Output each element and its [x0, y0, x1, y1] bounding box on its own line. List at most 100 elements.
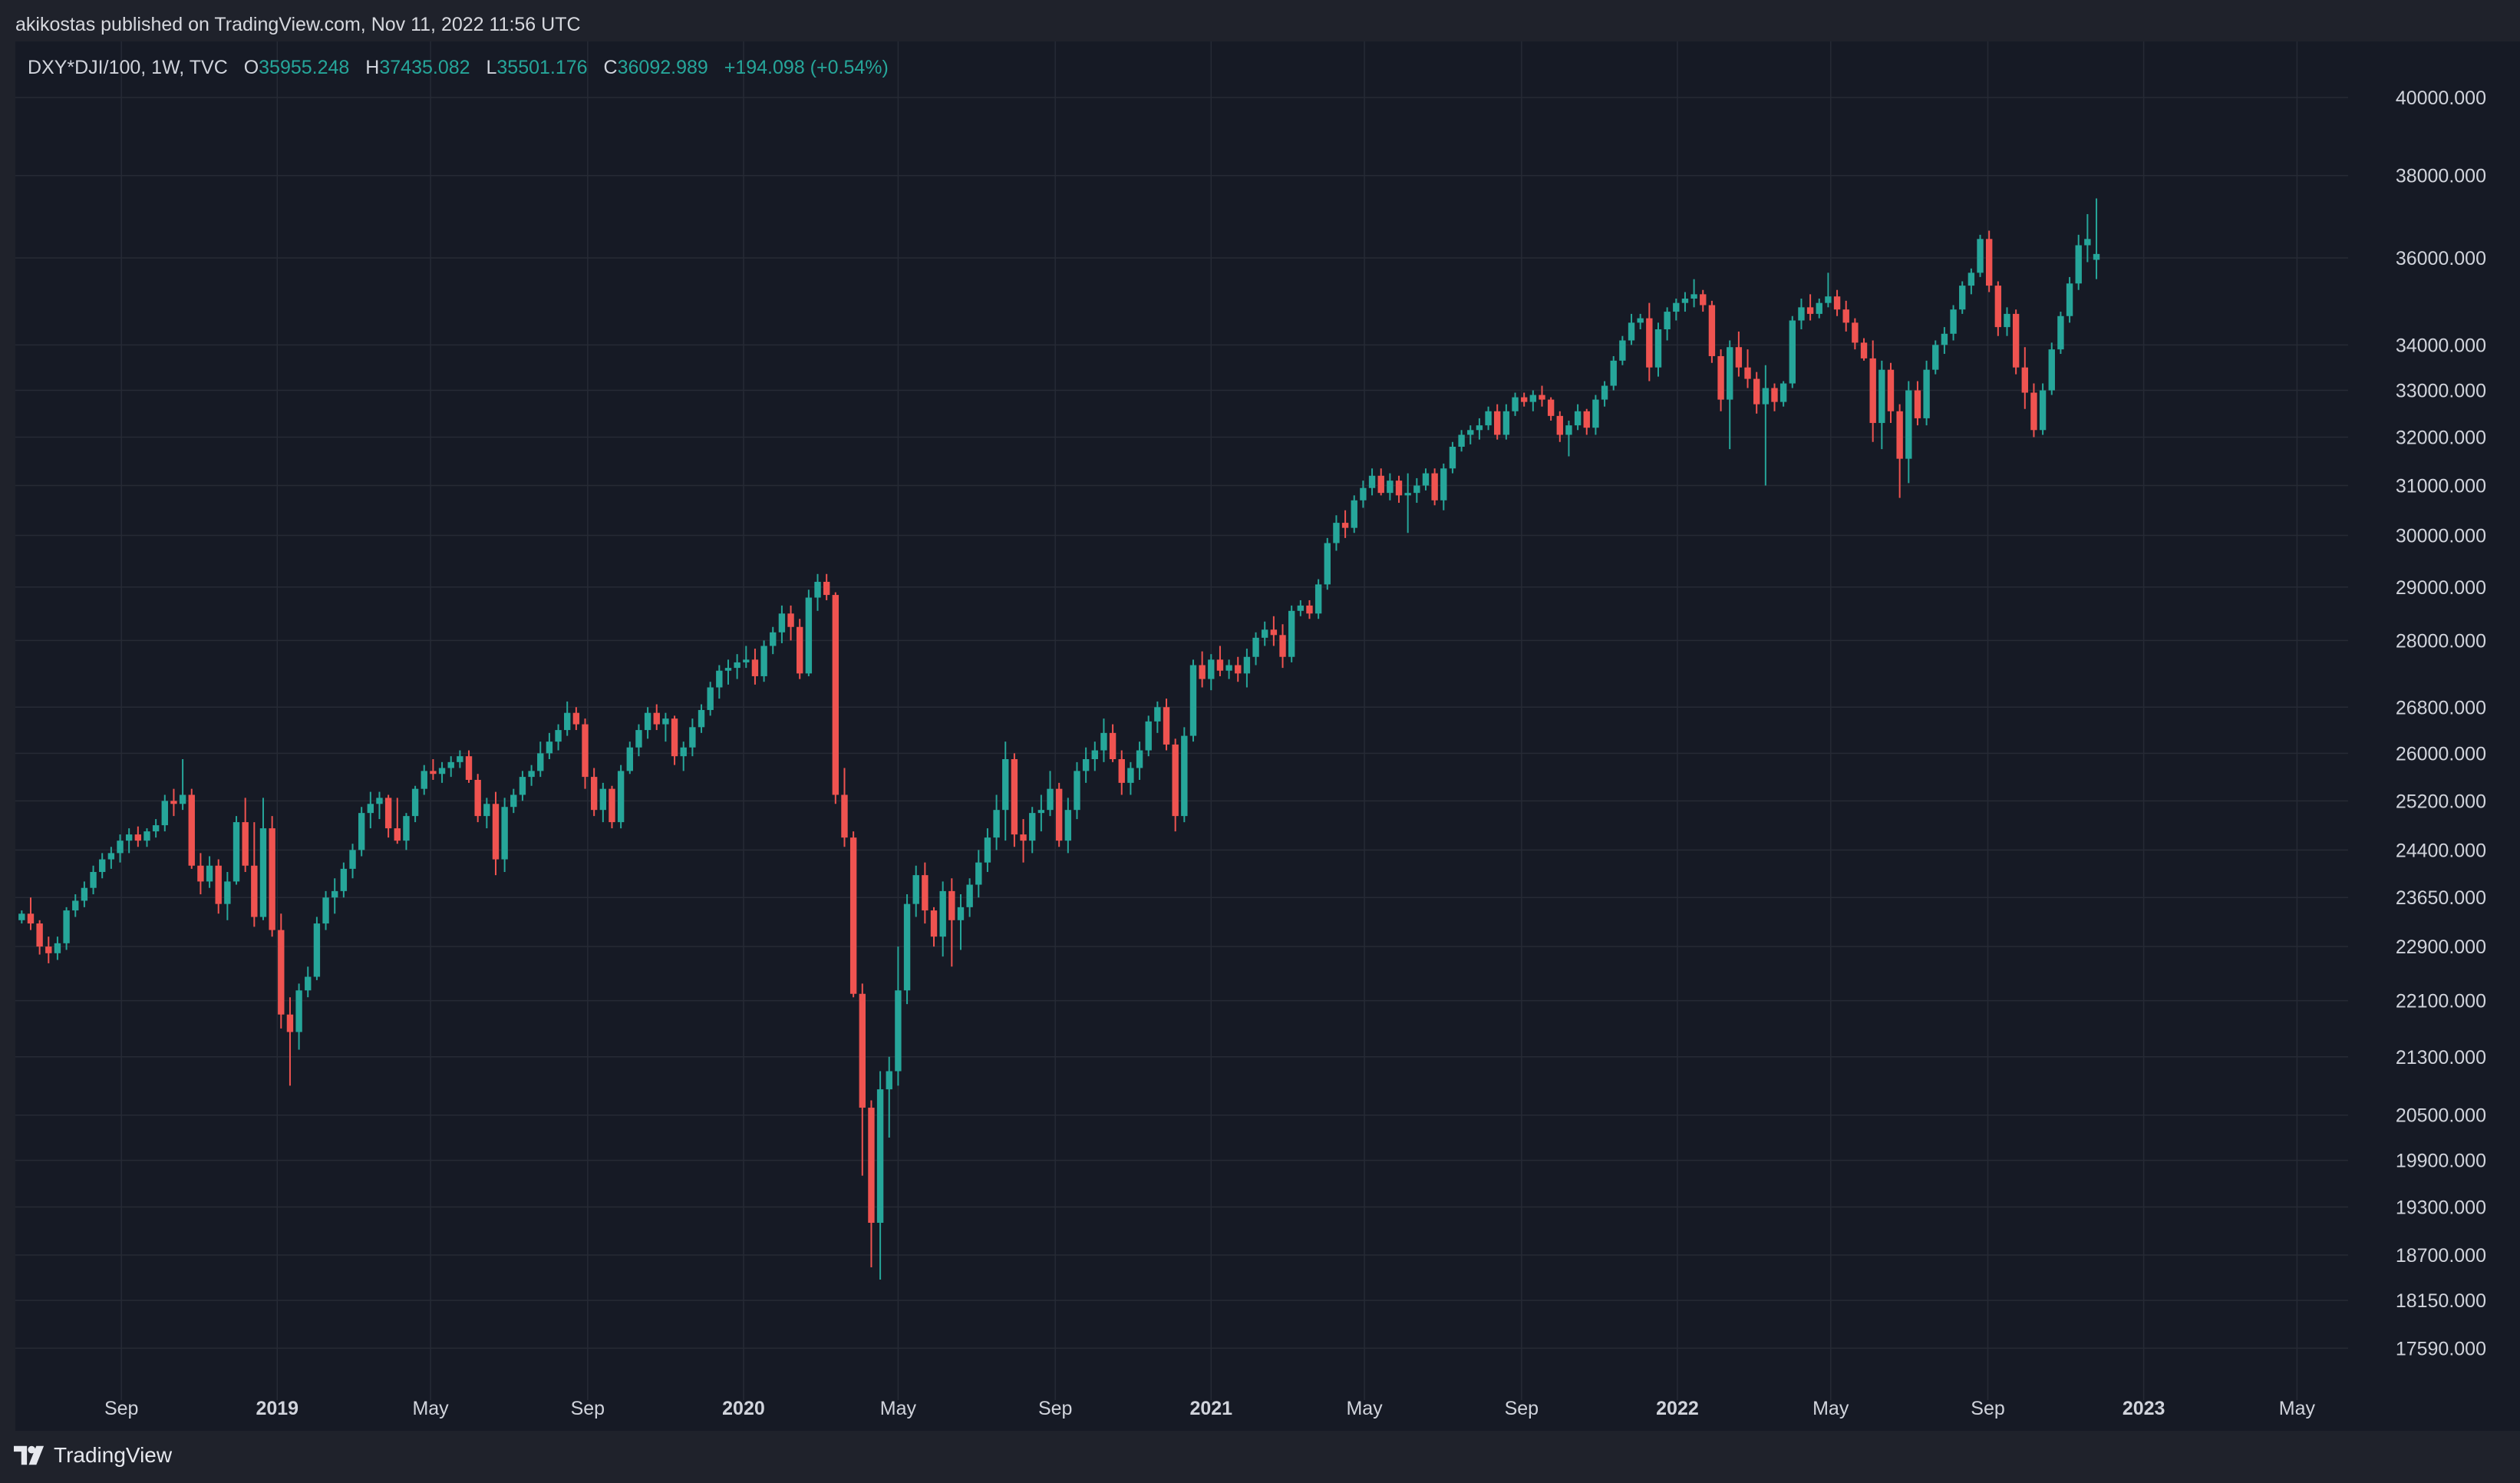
- candle[interactable]: [1324, 537, 1331, 590]
- candle[interactable]: [1539, 385, 1545, 407]
- candle[interactable]: [1333, 515, 1340, 551]
- candle[interactable]: [125, 828, 133, 854]
- candle[interactable]: [90, 865, 97, 895]
- candle[interactable]: [1637, 313, 1644, 330]
- candle[interactable]: [1950, 305, 1957, 341]
- candle[interactable]: [1708, 300, 1716, 363]
- candle[interactable]: [1314, 579, 1322, 619]
- candle[interactable]: [474, 774, 481, 823]
- candle[interactable]: [206, 856, 213, 888]
- candle[interactable]: [1735, 331, 1743, 377]
- candle[interactable]: [2048, 342, 2055, 395]
- candle[interactable]: [278, 913, 285, 1029]
- candle[interactable]: [161, 794, 168, 832]
- candle[interactable]: [403, 813, 410, 850]
- candle[interactable]: [367, 791, 374, 829]
- candle[interactable]: [1341, 510, 1349, 538]
- candle[interactable]: [286, 997, 294, 1086]
- candle[interactable]: [1583, 408, 1590, 435]
- candle[interactable]: [483, 798, 490, 829]
- candle[interactable]: [2004, 307, 2010, 336]
- candle[interactable]: [1449, 441, 1456, 474]
- candle[interactable]: [492, 791, 500, 876]
- candle[interactable]: [966, 878, 973, 917]
- candle[interactable]: [1002, 742, 1009, 841]
- candle[interactable]: [1216, 646, 1224, 676]
- candle[interactable]: [770, 626, 777, 655]
- candle[interactable]: [1914, 381, 1921, 426]
- candle[interactable]: [1816, 299, 1822, 319]
- candle[interactable]: [1145, 715, 1152, 757]
- candle[interactable]: [930, 907, 938, 947]
- candle[interactable]: [1485, 406, 1492, 431]
- candle[interactable]: [1431, 468, 1438, 506]
- candle[interactable]: [1619, 335, 1626, 365]
- candle[interactable]: [716, 665, 723, 699]
- candle[interactable]: [305, 966, 312, 998]
- candle[interactable]: [1351, 495, 1357, 533]
- candle[interactable]: [1154, 701, 1161, 733]
- candle[interactable]: [1458, 430, 1465, 452]
- candle[interactable]: [1494, 404, 1501, 440]
- time-axis[interactable]: Sep 2019 May Sep 2020 May Sep 2021 May Sep 2022 May…: [104, 1398, 2316, 1419]
- candle[interactable]: [2075, 234, 2082, 290]
- candle[interactable]: [215, 859, 222, 914]
- candle[interactable]: [1592, 395, 1599, 435]
- candle[interactable]: [295, 983, 302, 1050]
- candle[interactable]: [689, 718, 696, 757]
- candle[interactable]: [1985, 230, 1993, 292]
- candle[interactable]: [590, 768, 598, 817]
- candle[interactable]: [635, 724, 642, 757]
- candle[interactable]: [1037, 794, 1045, 832]
- candle[interactable]: [1574, 404, 1582, 431]
- candle[interactable]: [582, 718, 589, 789]
- candle[interactable]: [1994, 281, 2002, 336]
- tradingview-brand[interactable]: TradingView: [14, 1443, 172, 1468]
- candle[interactable]: [546, 732, 553, 759]
- candle[interactable]: [81, 881, 88, 907]
- candle[interactable]: [939, 881, 946, 957]
- candle[interactable]: [2066, 276, 2073, 323]
- candle[interactable]: [242, 798, 249, 872]
- candle[interactable]: [724, 659, 732, 685]
- symbol-label[interactable]: DXY*DJI/100, 1W, TVC: [28, 57, 228, 78]
- candle[interactable]: [849, 831, 857, 998]
- candle[interactable]: [394, 798, 401, 844]
- candle[interactable]: [99, 853, 106, 879]
- candle[interactable]: [233, 816, 240, 885]
- candle[interactable]: [1377, 468, 1384, 496]
- candle[interactable]: [1628, 313, 1635, 345]
- candle[interactable]: [1977, 234, 1984, 277]
- candle[interactable]: [1842, 300, 1849, 332]
- candle[interactable]: [734, 654, 740, 679]
- candle[interactable]: [376, 791, 383, 820]
- candle[interactable]: [1959, 281, 1966, 314]
- candle[interactable]: [1717, 349, 1724, 411]
- candle[interactable]: [1771, 383, 1778, 411]
- candle[interactable]: [698, 704, 705, 733]
- candle[interactable]: [2012, 309, 2020, 375]
- candle[interactable]: [653, 704, 660, 731]
- candle[interactable]: [1252, 632, 1259, 666]
- candle[interactable]: [948, 878, 955, 967]
- candle[interactable]: [430, 758, 437, 780]
- candle[interactable]: [1297, 599, 1305, 616]
- candle-series[interactable]: [18, 198, 2100, 1280]
- candle[interactable]: [465, 750, 473, 783]
- candle[interactable]: [832, 592, 839, 804]
- candle[interactable]: [671, 715, 678, 765]
- candle[interactable]: [269, 816, 275, 937]
- candle[interactable]: [797, 619, 803, 679]
- candle[interactable]: [1753, 372, 1760, 414]
- candle[interactable]: [823, 573, 830, 600]
- candle[interactable]: [421, 765, 427, 795]
- candle[interactable]: [143, 828, 150, 847]
- candle[interactable]: [1941, 327, 1948, 355]
- candle[interactable]: [1476, 418, 1483, 440]
- candle[interactable]: [457, 750, 463, 768]
- candle[interactable]: [1512, 392, 1519, 416]
- candle[interactable]: [1243, 649, 1251, 688]
- candle[interactable]: [1780, 381, 1787, 407]
- candle[interactable]: [107, 847, 115, 869]
- candle[interactable]: [152, 819, 160, 838]
